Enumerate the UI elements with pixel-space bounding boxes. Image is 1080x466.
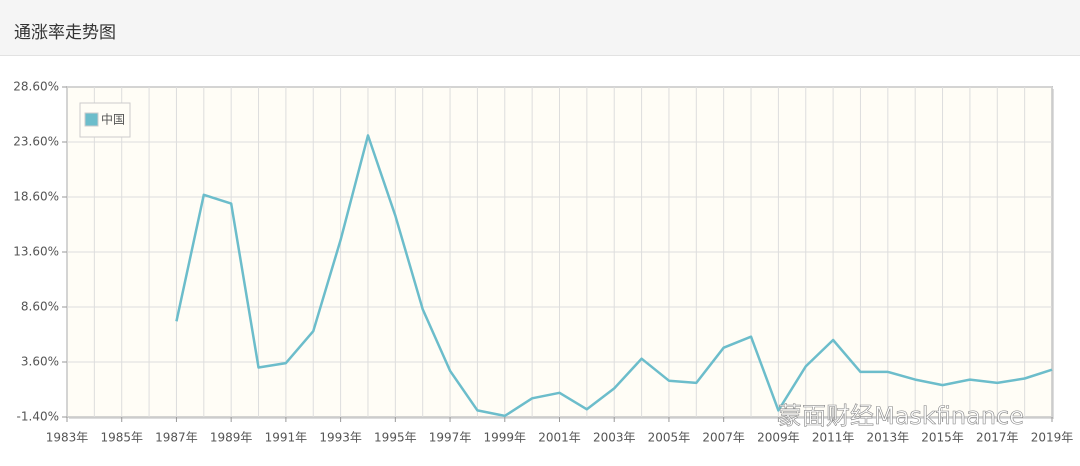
legend-swatch	[84, 112, 99, 127]
x-tick-label: 2001年	[538, 431, 581, 445]
y-tick-label: 8.60%	[21, 300, 59, 314]
x-tick-label: 2017年	[976, 431, 1019, 445]
series-line	[175, 134, 1053, 418]
header: 通涨率走势图	[0, 0, 1080, 56]
x-tick-label: 2003年	[593, 431, 636, 445]
x-tick-label: 2009年	[757, 431, 800, 445]
y-tick-label: 18.60%	[13, 190, 59, 204]
x-tick-label: 1985年	[100, 431, 143, 445]
y-tick-label: 28.60%	[13, 80, 59, 94]
y-tick-label: 13.60%	[13, 245, 59, 259]
x-tick-label: 1991年	[265, 431, 308, 445]
x-tick-label: 2005年	[648, 431, 691, 445]
x-tick-label: 1999年	[484, 431, 527, 445]
x-tick-label: 1995年	[374, 431, 417, 445]
header-title: 通涨率走势图	[14, 23, 116, 43]
x-tick-label: 1983年	[46, 431, 89, 445]
y-tick-label: 23.60%	[13, 135, 59, 149]
watermark: 蒙面财经Maskfinance	[778, 402, 1024, 430]
legend-label: 中国	[101, 112, 125, 127]
x-tick-label: 2019年	[1031, 431, 1074, 445]
x-tick-label: 1987年	[155, 431, 198, 445]
y-tick-label: 3.60%	[21, 355, 59, 369]
x-tick-label: 2011年	[812, 431, 855, 445]
x-tick-label: 1989年	[210, 431, 253, 445]
y-tick-label: -1.40%	[17, 410, 59, 424]
x-tick-label: 2013年	[867, 431, 910, 445]
x-tick-label: 1997年	[429, 431, 472, 445]
x-tick-label: 2015年	[921, 431, 964, 445]
x-tick-label: 2007年	[702, 431, 745, 445]
x-tick-label: 1993年	[319, 431, 362, 445]
